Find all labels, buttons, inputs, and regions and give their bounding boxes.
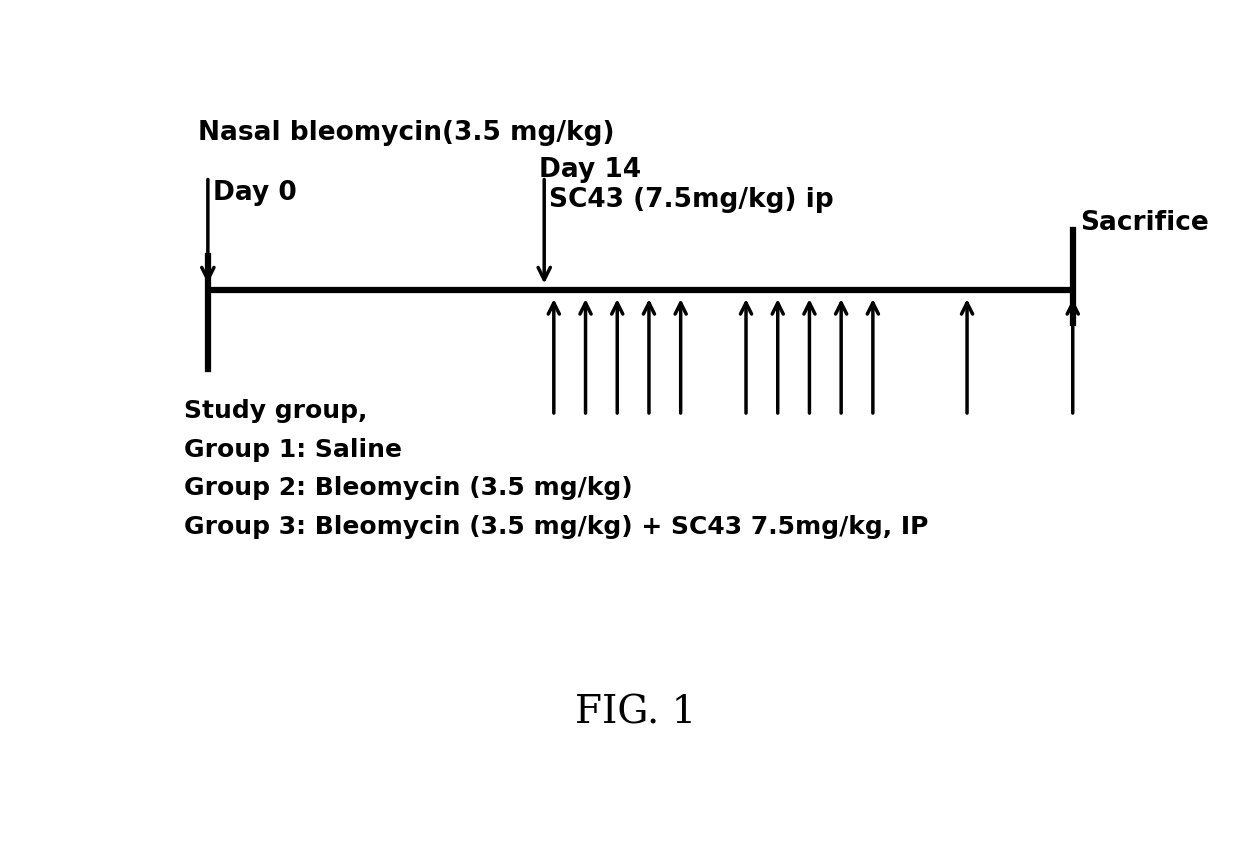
Text: Study group,: Study group, (184, 400, 367, 423)
Text: SC43 (7.5mg/kg) ip: SC43 (7.5mg/kg) ip (549, 186, 833, 212)
Text: Nasal bleomycin(3.5 mg/kg): Nasal bleomycin(3.5 mg/kg) (198, 120, 615, 146)
Text: Group 1: Saline: Group 1: Saline (184, 438, 402, 462)
Text: Day 0: Day 0 (213, 180, 296, 206)
Text: Group 2: Bleomycin (3.5 mg/kg): Group 2: Bleomycin (3.5 mg/kg) (184, 476, 632, 501)
Text: Sacrifice: Sacrifice (1080, 210, 1209, 236)
Text: Day 14: Day 14 (539, 157, 641, 183)
Text: FIG. 1: FIG. 1 (575, 695, 696, 732)
Text: Group 3: Bleomycin (3.5 mg/kg) + SC43 7.5mg/kg, IP: Group 3: Bleomycin (3.5 mg/kg) + SC43 7.… (184, 515, 929, 539)
